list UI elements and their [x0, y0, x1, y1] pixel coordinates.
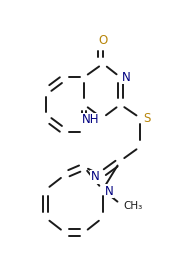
Text: NH: NH	[82, 113, 100, 126]
Text: CH₃: CH₃	[123, 201, 143, 211]
Text: N: N	[91, 170, 100, 183]
Text: O: O	[98, 34, 108, 47]
Text: N: N	[105, 185, 114, 198]
Text: N: N	[122, 71, 131, 84]
Text: S: S	[143, 112, 151, 124]
